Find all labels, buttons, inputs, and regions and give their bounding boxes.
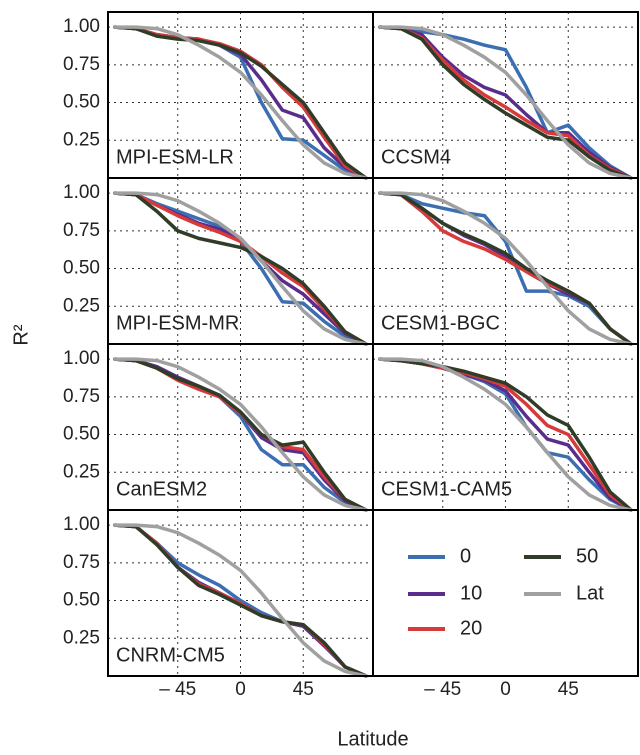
series-line — [378, 191, 633, 346]
x-tick-label: – 45 — [424, 679, 461, 700]
y-tick-label: 0.50 — [63, 92, 100, 113]
series-line — [378, 25, 633, 180]
x-tick-label: 45 — [558, 679, 579, 700]
panel-frame — [107, 509, 374, 677]
y-tick-label: 0.75 — [63, 54, 100, 75]
y-tick-label: 0.50 — [63, 424, 100, 445]
y-tick-label: 0.50 — [63, 258, 100, 279]
y-tick-label: 1.00 — [63, 348, 100, 369]
series-line — [378, 25, 633, 180]
y-tick-label: 0.25 — [63, 295, 100, 316]
legend-label: Lat — [576, 582, 604, 604]
legend-label: 20 — [460, 617, 482, 639]
panel-title: CESM1-BGC — [381, 312, 500, 334]
y-axis-label: R² — [10, 324, 32, 345]
series-line — [378, 357, 633, 512]
y-tick-label: 0.25 — [63, 627, 100, 648]
panel-title: MPI-ESM-MR — [116, 312, 239, 334]
x-tick-label: 0 — [500, 679, 511, 700]
series-line — [113, 523, 368, 678]
series-line — [378, 25, 633, 180]
series-line — [113, 357, 368, 512]
series-line — [378, 357, 633, 512]
y-tick-label: 0.50 — [63, 590, 100, 611]
legend-label: 50 — [576, 545, 598, 567]
series-line — [113, 25, 368, 180]
panel-frame — [372, 343, 639, 511]
panel-title: CNRM-CM5 — [116, 644, 225, 666]
series-line — [378, 25, 633, 180]
series-line — [378, 191, 633, 346]
y-tick-label: 0.25 — [63, 129, 100, 150]
series-line — [378, 191, 633, 346]
y-tick-label: 0.75 — [63, 386, 100, 407]
y-tick-label: 0.75 — [63, 220, 100, 241]
legend-label: 0 — [460, 545, 471, 567]
x-tick-label: – 45 — [159, 679, 196, 700]
y-tick-label: 1.00 — [63, 16, 100, 37]
series-line — [113, 523, 368, 678]
y-tick-label: 0.25 — [63, 461, 100, 482]
panel-title: CCSM4 — [381, 146, 451, 168]
legend-label: 10 — [460, 582, 482, 604]
x-tick-label: 0 — [235, 679, 246, 700]
y-tick-label: 1.00 — [63, 182, 100, 203]
x-axis-label: Latitude — [337, 728, 408, 750]
series-line — [113, 191, 368, 346]
y-tick-label: 0.75 — [63, 552, 100, 573]
y-tick-label: 1.00 — [63, 514, 100, 535]
panel-title: CanESM2 — [116, 478, 207, 500]
series-line — [113, 191, 368, 346]
series-line — [113, 25, 368, 180]
series-line — [113, 191, 368, 346]
x-tick-label: 45 — [293, 679, 314, 700]
panel-title: MPI-ESM-LR — [116, 146, 234, 168]
series-line — [113, 357, 368, 512]
panel-title: CESM1-CAM5 — [381, 478, 512, 500]
